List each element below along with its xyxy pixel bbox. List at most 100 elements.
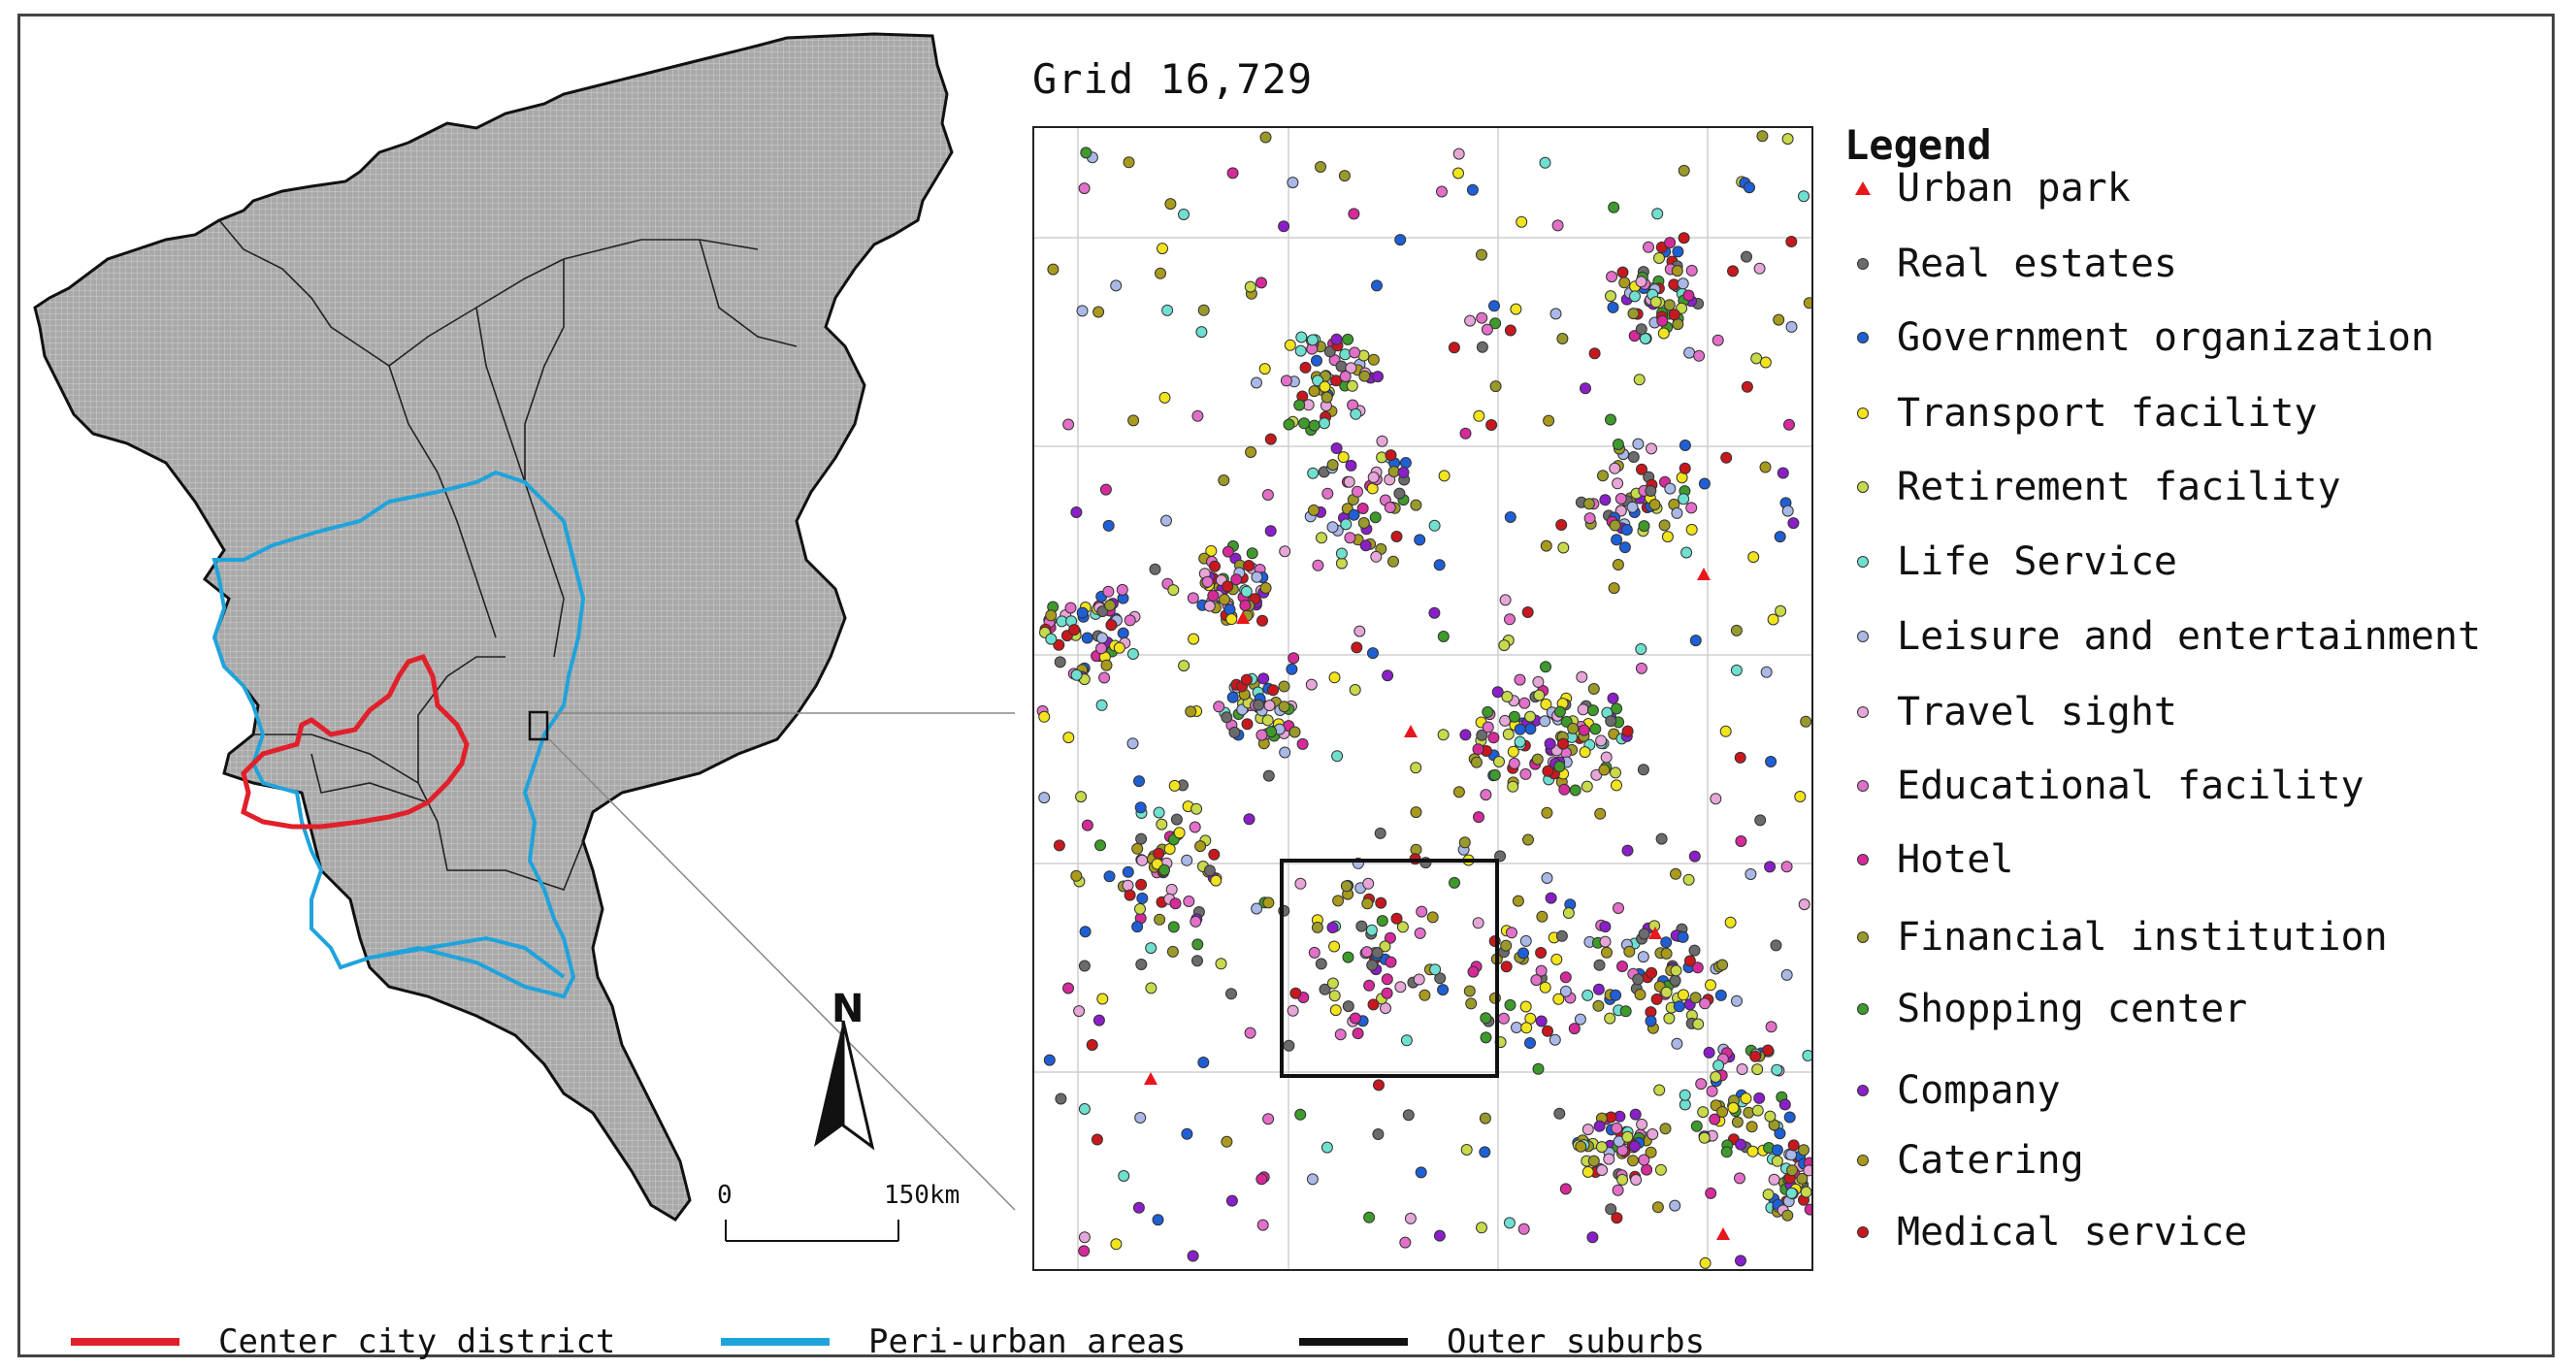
poi-point (1189, 821, 1201, 833)
poi-point (1803, 297, 1811, 310)
legend-item: Government organization (1852, 313, 2434, 362)
legend-outer-suburbs: Outer suburbs (1299, 1320, 1705, 1363)
poi-point (1379, 940, 1391, 953)
poi-point (1577, 703, 1589, 716)
poi-point (1504, 613, 1516, 626)
poi-point (1070, 668, 1083, 681)
poi-point (1371, 279, 1383, 292)
poi-point (1482, 721, 1494, 733)
poi-point (1349, 346, 1361, 359)
poi-point (1643, 241, 1654, 253)
poi-point (1342, 1000, 1354, 1013)
poi-point (1616, 961, 1628, 972)
poi-point (1190, 802, 1203, 815)
legend-item-label: Transport facility (1897, 391, 2318, 436)
poi-point (1567, 722, 1580, 734)
poi-point (1338, 170, 1351, 182)
poi-point (1337, 451, 1350, 464)
poi-point (1668, 309, 1680, 321)
poi-point (1581, 1124, 1594, 1136)
poi-point (1670, 964, 1682, 977)
poi-point (1372, 371, 1384, 383)
poi-point (1038, 710, 1051, 723)
poi-point (1191, 409, 1204, 422)
poi-point (1645, 1015, 1657, 1027)
poi-point (1606, 271, 1618, 283)
poi-point (1385, 956, 1397, 968)
legend-item: Urban park (1852, 164, 2131, 212)
legend-peri-urban-label: Peri-urban areas (868, 1322, 1187, 1361)
poi-point (1385, 449, 1397, 462)
poi-point (1698, 1131, 1711, 1144)
poi-point (1519, 934, 1532, 947)
poi-point (1178, 209, 1190, 220)
poi-point (1075, 791, 1088, 803)
poi-point (1607, 692, 1619, 704)
poi-point (1053, 839, 1065, 852)
poi-point (1244, 1027, 1256, 1039)
poi-point (1671, 1037, 1683, 1050)
peri-urban-swatch (721, 1338, 830, 1346)
poi-point (1476, 1222, 1487, 1234)
poi-point (1519, 1000, 1532, 1013)
poi-point (1394, 234, 1407, 246)
poi-point (1351, 641, 1363, 654)
poi-point (1582, 498, 1595, 510)
poi-point (1312, 559, 1324, 571)
poi-point (1497, 1012, 1510, 1025)
poi-point (1105, 619, 1118, 632)
poi-point (1559, 1183, 1572, 1195)
circle-symbol-icon (1852, 701, 1874, 723)
poi-point (1339, 348, 1352, 361)
poi-point (1153, 847, 1165, 860)
poi-point (1321, 391, 1333, 404)
poi-point (1551, 219, 1564, 232)
poi-point (1514, 673, 1526, 686)
poi-point (1660, 947, 1673, 960)
poi-point (1685, 502, 1698, 514)
poi-point (1710, 793, 1722, 805)
poi-point (1345, 459, 1357, 472)
poi-point (1165, 883, 1178, 896)
poi-point (1542, 765, 1554, 777)
poi-point (1691, 962, 1704, 974)
poi-point (1688, 944, 1701, 957)
poi-point (1169, 897, 1182, 910)
poi-point (1319, 417, 1330, 430)
poi-point (1433, 559, 1446, 571)
poi-point (1731, 994, 1743, 1007)
poi-point (1747, 551, 1760, 564)
poi-point (1330, 442, 1343, 454)
poi-point (1705, 979, 1716, 992)
poi-point (1735, 835, 1747, 847)
poi-point (1070, 869, 1083, 882)
zoom-line-bottom (548, 738, 1016, 1211)
poi-point (1372, 1128, 1385, 1140)
poi-point (1155, 267, 1166, 279)
poi-point (1679, 462, 1691, 474)
poi-point (1533, 689, 1546, 701)
poi-point (1387, 466, 1400, 477)
scale-start-label: 0 (717, 1181, 733, 1210)
poi-point (1773, 313, 1785, 326)
poi-point (1384, 502, 1396, 513)
poi-point (1166, 945, 1179, 958)
poi-point (1705, 1187, 1717, 1199)
poi-point (1350, 407, 1362, 420)
poi-point (1510, 303, 1522, 315)
poi-point (1134, 1112, 1147, 1124)
poi-point (1605, 413, 1616, 426)
poi-point (1068, 624, 1081, 636)
poi-point (1382, 669, 1394, 682)
poi-point (1110, 279, 1123, 292)
poi-point (1627, 1155, 1639, 1167)
poi-point (1100, 659, 1113, 671)
poi-point (1669, 974, 1681, 987)
poi-point (1306, 334, 1319, 346)
poi-point (1222, 545, 1234, 558)
poi-point (1062, 732, 1075, 744)
poi-point (1531, 753, 1544, 766)
poi-point (1682, 873, 1695, 886)
poi-point (1278, 680, 1290, 693)
poi-point (1295, 331, 1308, 343)
